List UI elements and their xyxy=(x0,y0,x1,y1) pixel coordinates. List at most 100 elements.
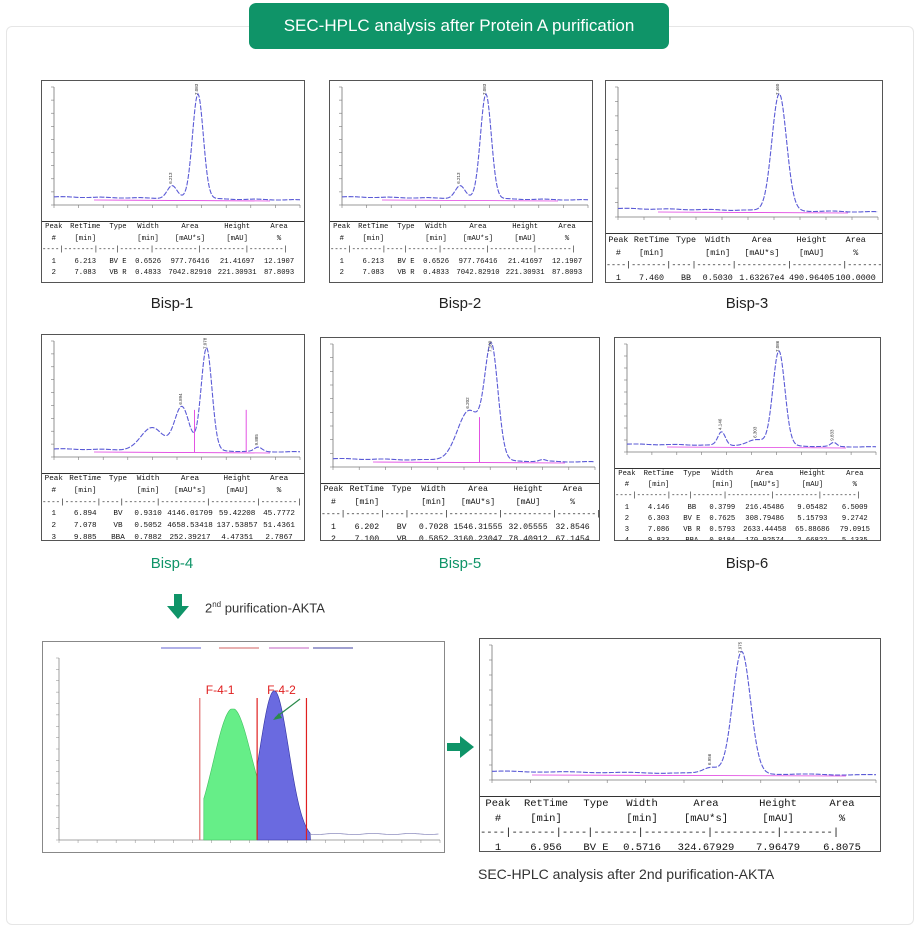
table-cell: 221.30931 xyxy=(505,269,545,277)
table-header-row: Peak RetTime Type Width Area Height Area xyxy=(480,797,880,812)
table-cell: VB xyxy=(396,535,407,541)
table-cell: 32.8546 xyxy=(555,522,590,532)
table-cell: 324.67929 xyxy=(677,841,735,852)
table-cell: [min] xyxy=(530,812,562,825)
table-cell: 4 xyxy=(615,536,639,540)
peak-label: 6.202 xyxy=(465,397,470,409)
table-cell: 32.05555 xyxy=(508,522,548,532)
table-cell: 0.5052 xyxy=(134,522,162,531)
table-cell: 2 xyxy=(51,522,57,531)
table-separator: ----|-------|----|-------|----------|---… xyxy=(480,827,840,840)
peak-table: Peak RetTime Type Width Area Height Area # [min]… xyxy=(606,233,882,283)
table-cell: 0.5716 xyxy=(623,841,661,852)
table-cell: Area xyxy=(829,798,855,810)
table-cell: 100.0000 xyxy=(835,272,876,283)
table-cell: Peak xyxy=(485,798,511,810)
peak-label: 6.956 xyxy=(707,753,712,765)
table-cell: Peak xyxy=(44,475,63,483)
table-cell: Area xyxy=(751,235,772,245)
table-cell: 6.894 xyxy=(73,510,97,519)
table-cell: [mAU] xyxy=(225,486,249,495)
table-cell: Width xyxy=(705,235,731,245)
table-cell: Type xyxy=(108,475,128,483)
table-cell: Width xyxy=(137,223,159,231)
table-cell: BV E xyxy=(397,257,415,266)
trace-line xyxy=(54,92,301,201)
table-cell: # xyxy=(615,247,621,258)
table-cell: Peak xyxy=(323,485,344,494)
table-cell: 21.41697 xyxy=(507,257,543,266)
table-row: 2 7.083 VB R 0.4833 7042.82910 221.30931 87.80… xyxy=(330,268,592,280)
peak-table: Peak RetTime Type Width Area Height Area # [min]… xyxy=(321,483,599,541)
table-cell: VB R xyxy=(683,525,701,534)
table-cell: 4.47351 xyxy=(221,533,254,541)
table-cell: [mAU*s] xyxy=(174,486,206,495)
table-cell: 252.39217 xyxy=(169,533,211,541)
table-cell: RetTime xyxy=(523,798,569,810)
table-header-row: Peak RetTime Type Width Area Height Area xyxy=(321,484,599,497)
pointer-arrow-icon xyxy=(273,698,301,720)
table-cell: RetTime xyxy=(633,235,670,245)
table-row: 49.833BBA0.8184170.925742.668225.1335 xyxy=(615,536,880,540)
table-cell: Area xyxy=(845,235,866,245)
chromatogram-bisp-3: 7.460 Peak RetTime Type Width Area Height Area #… xyxy=(605,80,883,283)
table-cell: [min] xyxy=(705,247,731,258)
table-cell: BBA xyxy=(679,536,706,540)
trace-line xyxy=(617,93,878,213)
table-cell: % xyxy=(852,481,857,490)
table-cell: % xyxy=(853,247,859,258)
peak-table: Peak RetTime Type Width Area Height Area # [min]… xyxy=(42,473,304,541)
chromatogram-bisp-2: 6.213 7.083 Peak RetTime Type Width Area Height… xyxy=(329,80,593,283)
table-cell xyxy=(105,486,131,498)
table-row: 2 7.100 VB 0.5852 3160.23047 78.40912 67.1454 xyxy=(321,534,599,541)
table-cell: BBA xyxy=(111,533,125,541)
table-cell: 7.083 xyxy=(74,269,97,277)
bottom-caption: SEC-HPLC analysis after 2nd purification… xyxy=(478,866,775,882)
table-cell: 45.7772 xyxy=(263,510,295,519)
fraction-area-f4-2 xyxy=(256,690,311,841)
table-cell: 1 xyxy=(331,522,336,532)
fraction-area-f4-1 xyxy=(203,708,258,841)
table-cell: [min] xyxy=(74,234,97,243)
table-cell: Height xyxy=(796,235,827,245)
table-cell: 0.5793 xyxy=(709,525,736,534)
table-cell: Area xyxy=(558,223,576,231)
table-cell: RetTime xyxy=(643,470,674,478)
peak-label: 6.303 xyxy=(752,426,757,438)
fraction-label-f4-1: F-4-1 xyxy=(206,683,235,697)
chromatogram-plot: 6.202 7.100 xyxy=(330,340,596,470)
table-cell: VB xyxy=(113,522,123,531)
table-header-units-row: # [min] [min] [mAU*s] [mAU]% xyxy=(480,812,880,827)
table-cell: 2 xyxy=(339,269,344,277)
table-cell: 490.96405 xyxy=(788,272,835,283)
table-cell: 308.79486 xyxy=(745,514,785,523)
integration-baseline xyxy=(666,446,847,449)
table-separator: ----|-------|----|-------|----------|---… xyxy=(42,498,302,507)
chromatogram-plot: 7.460 xyxy=(615,83,879,220)
table-cell: 5.1335 xyxy=(835,536,875,540)
table-cell: Type xyxy=(583,798,609,810)
table-cell: # xyxy=(624,481,630,490)
table-cell: 7.100 xyxy=(354,535,380,541)
table-cell: BB xyxy=(680,272,692,283)
table-cell: 3160.23047 xyxy=(453,535,503,541)
integration-baseline xyxy=(657,211,849,214)
table-cell: 137.53857 xyxy=(216,522,258,531)
table-cell xyxy=(393,234,419,246)
table-cell: BV E xyxy=(109,257,127,266)
table-cell: [mAU] xyxy=(514,234,536,243)
table-cell: 4.146 xyxy=(647,503,670,512)
table-header-units-row: # [min] [min] [mAU*s] [mAU]% xyxy=(42,234,304,246)
integration-baseline xyxy=(93,199,271,202)
trace-line xyxy=(492,651,876,776)
table-cell: 1 xyxy=(51,510,57,519)
table-cell: 0.8184 xyxy=(705,536,739,540)
table-cell: 7042.82910 xyxy=(456,269,500,277)
table-row: 2 7.078 VB 0.5052 4658.53418 137.53857 51.4361 xyxy=(42,521,304,533)
table-cell: 0.6526 xyxy=(423,257,450,266)
table-cell: Area xyxy=(693,798,719,810)
table-cell: 1 xyxy=(494,841,502,852)
table-cell: 977.76416 xyxy=(170,257,210,266)
table-separator: ----|-------|----|-------|----------|---… xyxy=(321,510,599,520)
table-cell: 9.833 xyxy=(639,536,679,540)
